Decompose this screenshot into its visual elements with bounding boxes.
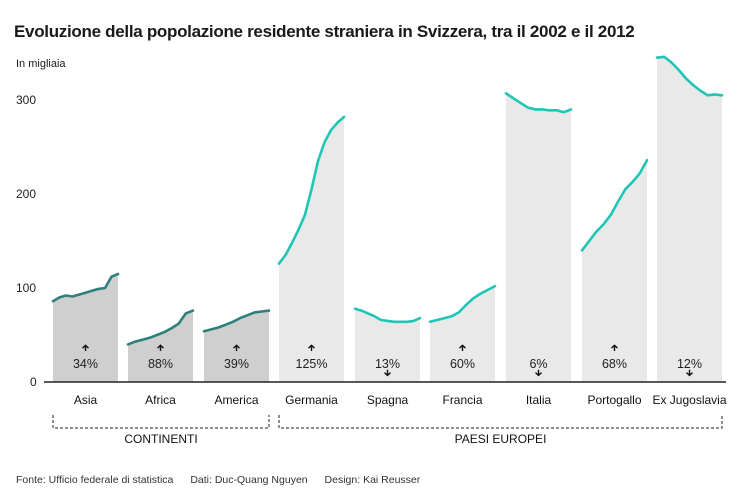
area-italia xyxy=(506,93,571,383)
group-bracket xyxy=(278,415,723,429)
up-arrow-icon xyxy=(611,344,618,351)
change-label: 13% xyxy=(375,357,400,371)
category-label: Portogallo xyxy=(587,393,641,407)
y-tick-label: 100 xyxy=(16,281,36,295)
footer-data: Dati: Duc-Quang Nguyen xyxy=(190,474,308,486)
area-portogallo xyxy=(582,160,647,382)
area-asia xyxy=(53,273,118,382)
line-francia xyxy=(428,284,497,324)
chart-footer: Fonte: Ufficio federale di statistica Da… xyxy=(16,474,434,486)
up-arrow-icon xyxy=(82,344,89,351)
category-label: Francia xyxy=(442,393,482,407)
group-label: CONTINENTI xyxy=(124,432,197,446)
up-arrow-icon xyxy=(308,344,315,351)
group-bracket xyxy=(52,415,270,429)
down-arrow-icon xyxy=(384,369,391,377)
category-label: Italia xyxy=(526,393,552,407)
change-label: 34% xyxy=(73,357,98,371)
area-spagna xyxy=(355,308,420,382)
change-label: 125% xyxy=(296,357,328,371)
line-ex-jugoslavia xyxy=(655,55,724,97)
line-portogallo xyxy=(580,158,649,252)
up-arrow-icon xyxy=(233,344,240,351)
footer-design: Design: Kai Reusser xyxy=(324,474,421,486)
change-label: 60% xyxy=(450,357,475,371)
line-spagna xyxy=(353,307,422,324)
change-label: 88% xyxy=(148,357,173,371)
category-label: Ex Jugoslavia xyxy=(652,393,726,407)
down-arrow-icon xyxy=(535,369,542,377)
change-label: 39% xyxy=(224,357,249,371)
y-tick-label: 0 xyxy=(30,375,37,389)
group-label: PAESI EUROPEI xyxy=(455,432,547,446)
up-arrow-icon xyxy=(459,344,466,351)
area-ex-jugoslavia xyxy=(657,56,722,383)
down-arrow-icon xyxy=(686,369,693,377)
change-label: 68% xyxy=(602,357,627,371)
line-america xyxy=(202,309,271,333)
line-germania xyxy=(277,115,346,265)
change-label: 6% xyxy=(529,357,547,371)
category-label: America xyxy=(214,393,258,407)
line-africa xyxy=(126,309,195,346)
y-tick-label: 200 xyxy=(16,187,36,201)
line-asia xyxy=(51,272,120,303)
chart-subtitle: In migliaia xyxy=(16,58,66,70)
category-label: Asia xyxy=(74,393,98,407)
category-label: Germania xyxy=(285,393,338,407)
category-label: Spagna xyxy=(367,393,409,407)
category-label: Africa xyxy=(145,393,176,407)
y-tick-label: 300 xyxy=(16,93,36,107)
footer-source: Fonte: Ufficio federale di statistica xyxy=(16,474,174,486)
up-arrow-icon xyxy=(157,344,164,351)
line-italia xyxy=(504,92,573,114)
area-francia xyxy=(430,286,495,382)
chart-title: Evoluzione della popolazione residente s… xyxy=(14,22,635,41)
change-label: 12% xyxy=(677,357,702,371)
area-germania xyxy=(279,116,344,383)
